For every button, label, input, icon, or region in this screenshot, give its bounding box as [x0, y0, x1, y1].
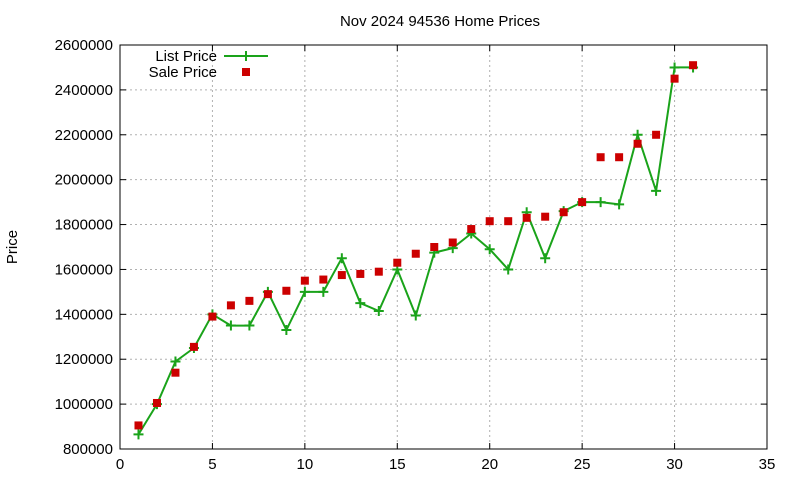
list-price-point [614, 199, 625, 210]
list-price-point [336, 253, 347, 264]
sale-price-point [374, 267, 383, 276]
x-tick-label: 30 [666, 456, 683, 473]
legend-label-sale-price: Sale Price [149, 64, 217, 81]
sale-price-point [670, 74, 679, 83]
y-tick-label: 1000000 [55, 396, 113, 413]
list-price-point [318, 286, 329, 297]
list-price-point [299, 286, 310, 297]
y-tick-label: 2000000 [55, 172, 113, 189]
sale-price-point [171, 368, 180, 377]
sale-price-point [263, 290, 272, 299]
legend: List Price Sale Price [149, 48, 268, 81]
sale-price-point [467, 225, 476, 234]
sale-price-point [504, 217, 513, 226]
sale-price-point [522, 213, 531, 222]
list-price-point [540, 253, 551, 264]
y-tick-label: 2600000 [55, 37, 113, 54]
sale-price-point [485, 217, 494, 226]
x-tick-label: 0 [116, 456, 124, 473]
sale-price-point [393, 258, 402, 267]
list-price-point [133, 429, 144, 440]
list-price-point [281, 325, 292, 336]
list-price-point [632, 129, 643, 140]
sale-price-point [282, 286, 291, 295]
sale-price-point [541, 212, 550, 221]
x-tick-label: 20 [481, 456, 498, 473]
list-price-point [373, 305, 384, 316]
x-tick-label: 25 [574, 456, 591, 473]
y-tick-label: 2400000 [55, 82, 113, 99]
sale-price-point [208, 312, 217, 321]
sale-price-point [633, 139, 642, 148]
list-price-point [244, 320, 255, 331]
sale-price-point [559, 208, 568, 217]
x-tick-label: 10 [297, 456, 314, 473]
list-price-point [651, 185, 662, 196]
tick-layer: 0 5 10 15 20 25 30 35 800000 1000000 1200000 140000… [55, 37, 776, 473]
sale-price-point [337, 271, 346, 280]
sale-price-point [245, 296, 254, 305]
sale-price-point [596, 153, 605, 162]
list-price-point [170, 356, 181, 367]
sale-price-point [152, 398, 161, 407]
list-price-point [669, 62, 680, 73]
sale-price-point [319, 275, 328, 284]
sale-price-point [300, 276, 309, 285]
y-tick-label: 2200000 [55, 127, 113, 144]
legend-marker-sale-price [242, 68, 250, 76]
sale-price-point [430, 243, 439, 251]
y-tick-label: 1200000 [55, 351, 113, 368]
chart-title: Nov 2024 94536 Home Prices [340, 13, 540, 30]
y-tick-label: 1600000 [55, 261, 113, 278]
list-price-point [355, 298, 366, 309]
sale-price-point [652, 130, 661, 139]
sale-price-point [411, 249, 420, 258]
list-price-point [484, 244, 495, 255]
y-tick-label: 800000 [63, 441, 113, 458]
legend-plus-glyph [241, 51, 251, 61]
grid-layer [120, 45, 767, 449]
sale-price-point [578, 198, 587, 207]
plot-frame [119, 44, 768, 450]
x-tick-label: 15 [389, 456, 406, 473]
x-tick-label: 35 [759, 456, 776, 473]
legend-marker-list-price [241, 51, 251, 61]
list-price-point [503, 264, 514, 275]
sale-price-point [226, 301, 235, 310]
y-tick-label: 1400000 [55, 306, 113, 323]
series-layer [133, 61, 699, 440]
y-axis-label: Price [4, 230, 21, 264]
sale-price-point [615, 153, 624, 162]
sale-price-point [189, 342, 198, 351]
list-price-point [225, 320, 236, 331]
y-tick-label: 1800000 [55, 217, 113, 234]
list-price-point [410, 310, 421, 321]
x-tick-label: 5 [208, 456, 216, 473]
sale-price-point [448, 238, 457, 247]
sale-price-point [134, 421, 143, 430]
sale-price-point [356, 269, 365, 278]
sale-price-point [689, 61, 698, 70]
list-price-point [595, 197, 606, 208]
legend-label-list-price: List Price [155, 48, 217, 65]
